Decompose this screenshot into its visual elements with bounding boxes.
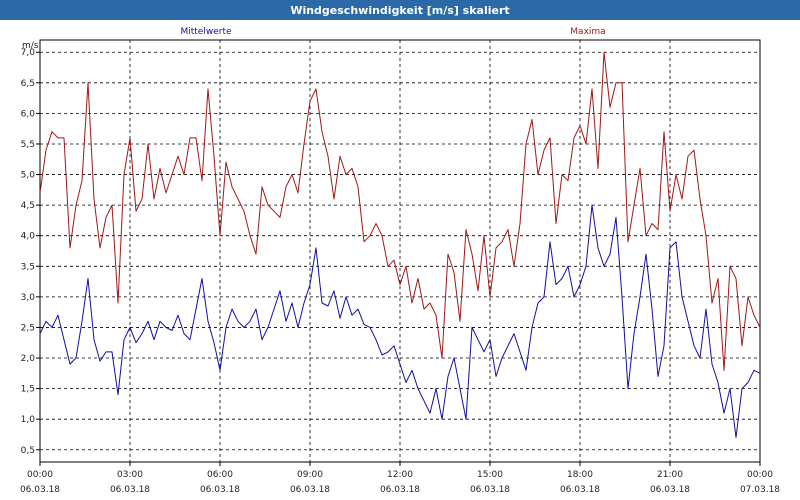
x-tick-date-label: 06.03.18 (470, 485, 510, 495)
x-tick-date-label: 06.03.18 (290, 485, 330, 495)
y-tick-label: 6,0 (21, 109, 36, 119)
window-title: Windgeschwindigkeit [m/s] skaliert (0, 0, 800, 20)
y-tick-label: 0,5 (21, 446, 35, 456)
y-tick-label: 1,0 (21, 415, 36, 425)
x-tick-time-label: 06:00 (207, 470, 233, 480)
x-tick-date-label: 06.03.18 (200, 485, 240, 495)
legend-label-mittelwerte: Mittelwerte (180, 27, 231, 37)
y-tick-label: 5,0 (21, 171, 36, 181)
x-tick-date-label: 07.03.18 (740, 485, 780, 495)
y-axis-unit: m/s (22, 41, 39, 51)
x-tick-time-label: 15:00 (477, 470, 503, 480)
y-tick-label: 6,5 (21, 79, 35, 89)
y-tick-label: 7,0 (21, 48, 36, 58)
x-tick-time-label: 12:00 (387, 470, 413, 480)
series-line-maxima (39, 51, 761, 371)
series-lines (39, 51, 761, 438)
x-tick-time-label: 03:00 (117, 470, 143, 480)
wind-speed-chart: 0,5 1,0 1,5 2,0 2,5 3,0 3,5 4,0 4,5 5,0 5,5 6,0 6,5 7… (0, 20, 800, 500)
x-tick-time-label: 00:00 (27, 470, 53, 480)
y-tick-label: 2,5 (21, 323, 35, 333)
x-tick-time-label: 18:00 (567, 470, 593, 480)
y-tick-label: 5,5 (21, 140, 35, 150)
legend-label-maxima: Maxima (570, 27, 605, 37)
x-tick-date-label: 06.03.18 (110, 485, 150, 495)
y-tick-label: 1,5 (21, 385, 35, 395)
x-axis-ticks: 00:00 06.03.18 03:00 06.03.18 06:00 06.03.18 0… (20, 462, 780, 495)
y-tick-label: 3,0 (21, 293, 36, 303)
x-tick-date-label: 06.03.18 (20, 485, 60, 495)
y-tick-label: 4,0 (21, 232, 36, 242)
x-tick-time-label: 00:00 (747, 470, 773, 480)
series-line-mittelwerte (39, 204, 761, 438)
y-tick-label: 4,5 (21, 201, 35, 211)
y-axis-ticks: 0,5 1,0 1,5 2,0 2,5 3,0 3,5 4,0 4,5 5,0 5,5 6,0 6,5 7… (21, 48, 40, 456)
y-tick-label: 2,0 (21, 354, 36, 364)
x-tick-date-label: 06.03.18 (380, 485, 420, 495)
x-tick-time-label: 21:00 (657, 470, 683, 480)
x-tick-date-label: 06.03.18 (650, 485, 690, 495)
x-tick-time-label: 09:00 (297, 470, 323, 480)
y-tick-label: 3,5 (21, 262, 35, 272)
grid-lines (40, 40, 760, 462)
x-tick-date-label: 06.03.18 (560, 485, 600, 495)
